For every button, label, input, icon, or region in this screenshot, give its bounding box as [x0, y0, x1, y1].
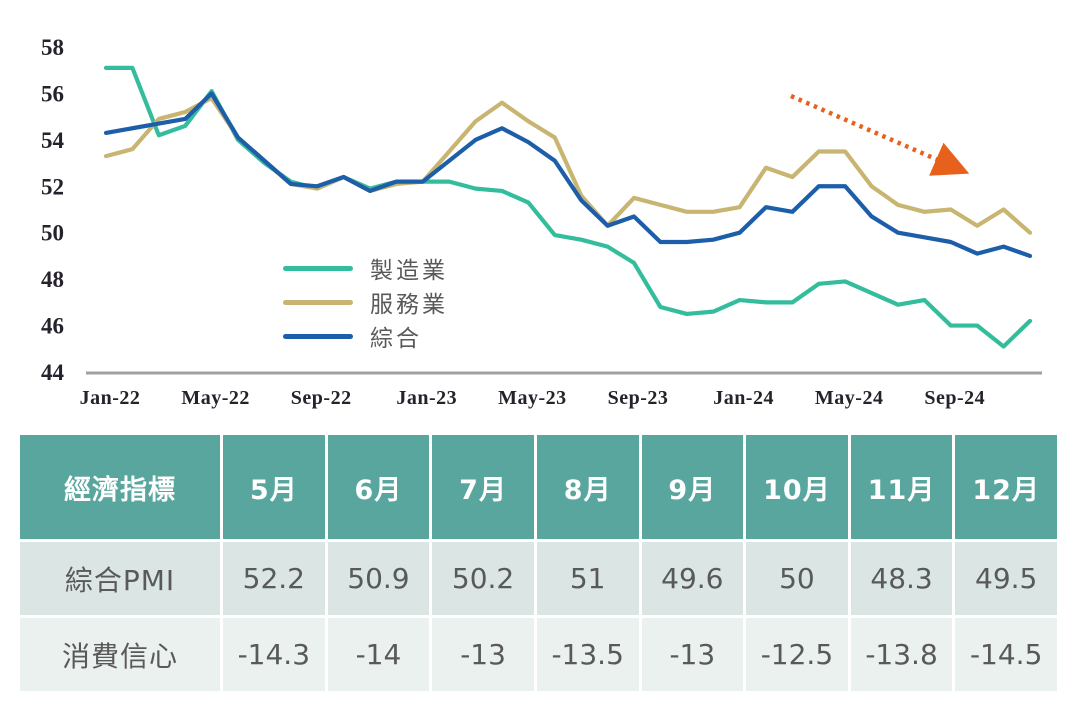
table-header-nov: 11月 — [850, 435, 953, 539]
table-cell: 50.2 — [432, 542, 534, 615]
table-header-row: 經濟指標 5月 6月 7月 8月 9月 10月 11月 12月 — [20, 435, 1057, 539]
legend-item-manufacturing: 製造業 — [283, 251, 448, 285]
legend-label-services: 服務業 — [370, 292, 448, 318]
legend-item-services: 服務業 — [283, 285, 448, 319]
table-cell: 50 — [746, 542, 848, 615]
x-axis-tick-label: Sep-23 — [608, 387, 669, 409]
table-cell: -14.5 — [955, 618, 1057, 691]
x-axis-tick-label: Jan-23 — [396, 387, 457, 409]
table-cell: -13.5 — [536, 618, 639, 691]
line-services — [103, 95, 1033, 235]
table-header-may: 5月 — [223, 435, 325, 539]
table-cell: 49.6 — [641, 542, 744, 615]
table-header-aug: 8月 — [536, 435, 639, 539]
table-cell: 52.2 — [223, 542, 325, 615]
y-axis-tick-label: 52 — [41, 174, 64, 199]
table-cell: 50.9 — [327, 542, 430, 615]
table-row-composite-pmi: 綜合PMI 52.2 50.9 50.2 51 49.6 50 48.3 49.… — [20, 542, 1057, 615]
table-cell: -14.3 — [223, 618, 325, 691]
table-cell: -12.5 — [746, 618, 848, 691]
x-axis-tick-label: Sep-24 — [924, 387, 985, 409]
manufacturing-line-swatch — [283, 265, 353, 271]
y-axis-tick-label: 48 — [41, 267, 64, 292]
y-axis-tick-label: 56 — [41, 81, 64, 106]
y-axis-tick-label: 44 — [41, 360, 65, 385]
table-cell: -14 — [327, 618, 430, 691]
table-cell: 49.5 — [955, 542, 1057, 615]
table-header-jul: 7月 — [432, 435, 534, 539]
x-axis-tick-label: Jan-22 — [80, 387, 141, 409]
table-row-label: 綜合PMI — [20, 542, 220, 615]
table-header-jun: 6月 — [327, 435, 430, 539]
line-manufacturing — [103, 65, 1033, 349]
table-cell: 51 — [536, 542, 639, 615]
services-line-swatch — [283, 299, 353, 305]
downtrend-arrow — [790, 93, 970, 176]
composite-line-swatch — [283, 333, 353, 339]
economic-indicator-table: 經濟指標 5月 6月 7月 8月 9月 10月 11月 12月 綜合PMI 52… — [17, 432, 1060, 694]
table-header-oct: 10月 — [746, 435, 848, 539]
table-cell: -13 — [432, 618, 534, 691]
x-axis-tick-label: May-24 — [815, 387, 884, 409]
table-cell: -13 — [641, 618, 744, 691]
legend-item-composite: 綜合 — [283, 319, 448, 353]
legend-label-manufacturing: 製造業 — [370, 258, 448, 284]
line-composite — [103, 91, 1033, 259]
y-axis-tick-label: 54 — [41, 128, 65, 153]
chart-plot-area: 58 56 54 52 50 48 46 44 Jan-22 May-22 Sep-22 Jan-23… — [41, 35, 1042, 409]
table-header-sep: 9月 — [641, 435, 744, 539]
table-header-indicator: 經濟指標 — [20, 435, 220, 539]
x-axis-tick-label: May-22 — [181, 387, 250, 409]
x-axis-tick-label: May-23 — [498, 387, 567, 409]
legend-label-composite: 綜合 — [370, 326, 422, 352]
chart-legend: 製造業 服務業 綜合 — [283, 251, 448, 353]
table-cell: -13.8 — [850, 618, 953, 691]
pmi-line-chart: 58 56 54 52 50 48 46 44 Jan-22 May-22 Sep-22 Jan-23… — [41, 35, 1042, 409]
y-axis-tick-label: 46 — [41, 314, 64, 339]
table-header-dec: 12月 — [955, 435, 1057, 539]
y-axis-tick-label: 58 — [41, 35, 64, 60]
x-axis-tick-label: Jan-24 — [713, 387, 774, 409]
table-row-consumer-confidence: 消費信心 -14.3 -14 -13 -13.5 -13 -12.5 -13.8… — [20, 618, 1057, 691]
y-axis-tick-label: 50 — [41, 221, 64, 246]
table-row-label: 消費信心 — [20, 618, 220, 691]
x-axis-tick-label: Sep-22 — [291, 387, 352, 409]
table-cell: 48.3 — [850, 542, 953, 615]
